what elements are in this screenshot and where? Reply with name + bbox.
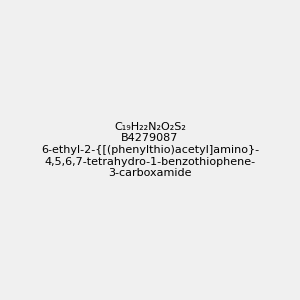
Text: C₁₉H₂₂N₂O₂S₂
B4279087
6-ethyl-2-{[(phenylthio)acetyl]amino}-
4,5,6,7-tetrahydro-: C₁₉H₂₂N₂O₂S₂ B4279087 6-ethyl-2-{[(pheny… <box>41 122 259 178</box>
